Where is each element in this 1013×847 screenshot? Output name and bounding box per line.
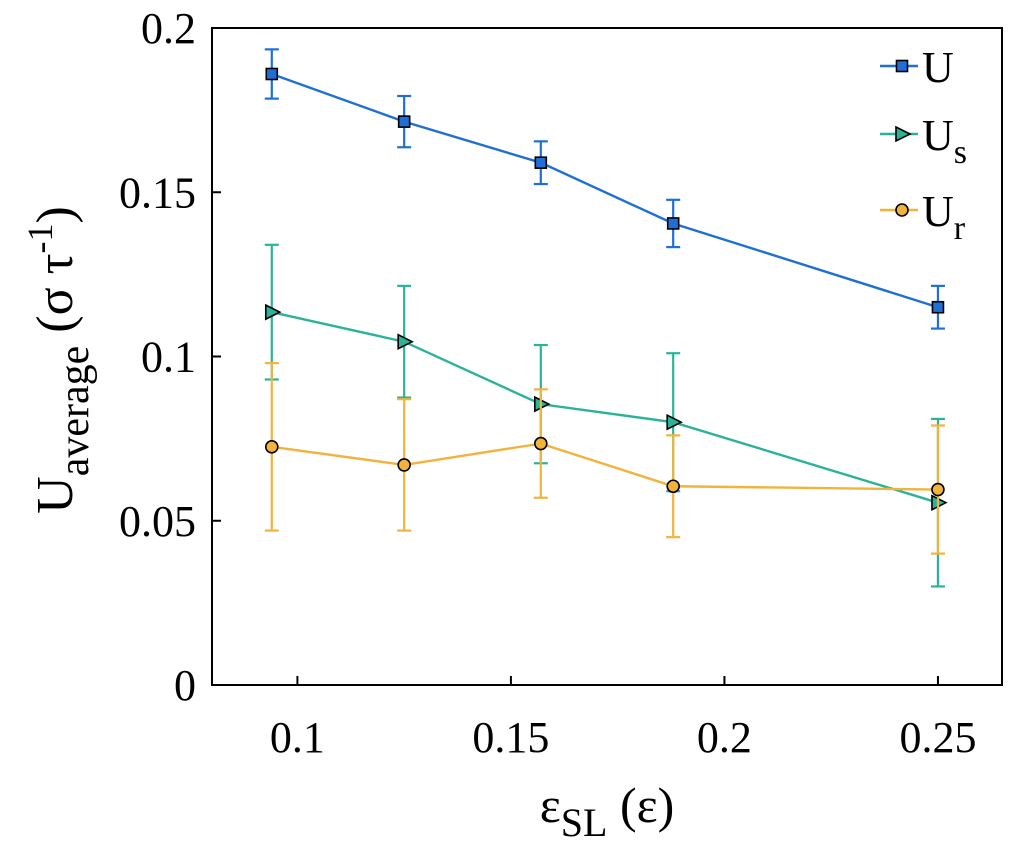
y-label-suffix-pre: (σ τ: [27, 253, 84, 345]
data-point-0-2: [534, 156, 548, 169]
data-point-0-1: [397, 115, 411, 128]
x-label-sub: SL: [561, 800, 608, 845]
legend-entry-0: U: [880, 43, 954, 92]
data-point-2-2: [534, 436, 548, 451]
x-tick-label-2: 0.2: [697, 713, 752, 762]
y-tick-label-2: 0.1: [141, 333, 196, 382]
y-tick-label-4: 0.2: [141, 4, 196, 53]
legend-entry-2: Ur: [880, 187, 966, 247]
series-u: [264, 48, 945, 330]
y-label-sub: average: [52, 346, 98, 477]
data-point-2-4: [931, 482, 945, 497]
data-point-1-3: [666, 413, 683, 431]
x-label-main: ε: [540, 777, 561, 833]
axis-layer: 0.1 0.15 0.2 0.25 0 0.05 0.1 0.15 0.2: [119, 4, 976, 762]
series-ur: [264, 361, 945, 555]
x-tick-label-3: 0.25: [899, 713, 976, 762]
y-label-sup: -1: [20, 223, 60, 253]
x-tick-label-0: 0.1: [270, 713, 325, 762]
legend-label-0: U: [922, 43, 954, 92]
data-point-0-3: [666, 217, 680, 230]
data-point-1-0: [264, 303, 282, 321]
legend-marker-2: [895, 203, 909, 217]
data-point-2-1: [397, 458, 411, 472]
legend-entry-1: Us: [880, 111, 967, 171]
data-point-2-0: [264, 440, 279, 454]
y-axis-label: Uaverage (σ τ-1): [20, 206, 98, 514]
plot-area: [211, 27, 1003, 686]
x-label-suffix: (ε): [607, 777, 674, 833]
data-point-2-3: [666, 479, 680, 494]
data-point-1-1: [397, 333, 414, 351]
y-label-suffix-post: ): [27, 206, 84, 223]
x-axis-label: εSL (ε): [540, 777, 674, 845]
x-tick-label-1: 0.15: [472, 713, 549, 762]
legend-label-2: Ur: [922, 187, 966, 247]
legend-marker-0: [895, 59, 909, 73]
y-tick-label-0: 0: [174, 661, 196, 710]
y-tick-label-3: 0.15: [119, 168, 196, 217]
legend-marker-1: [895, 125, 912, 143]
y-label-main: U: [27, 476, 84, 514]
data-point-0-4: [931, 300, 945, 314]
series-layer: [264, 48, 948, 588]
legend: U Us Ur: [880, 43, 967, 247]
legend-label-1: Us: [922, 111, 967, 171]
data-point-0-0: [265, 67, 279, 81]
y-tick-label-1: 0.05: [119, 497, 196, 546]
